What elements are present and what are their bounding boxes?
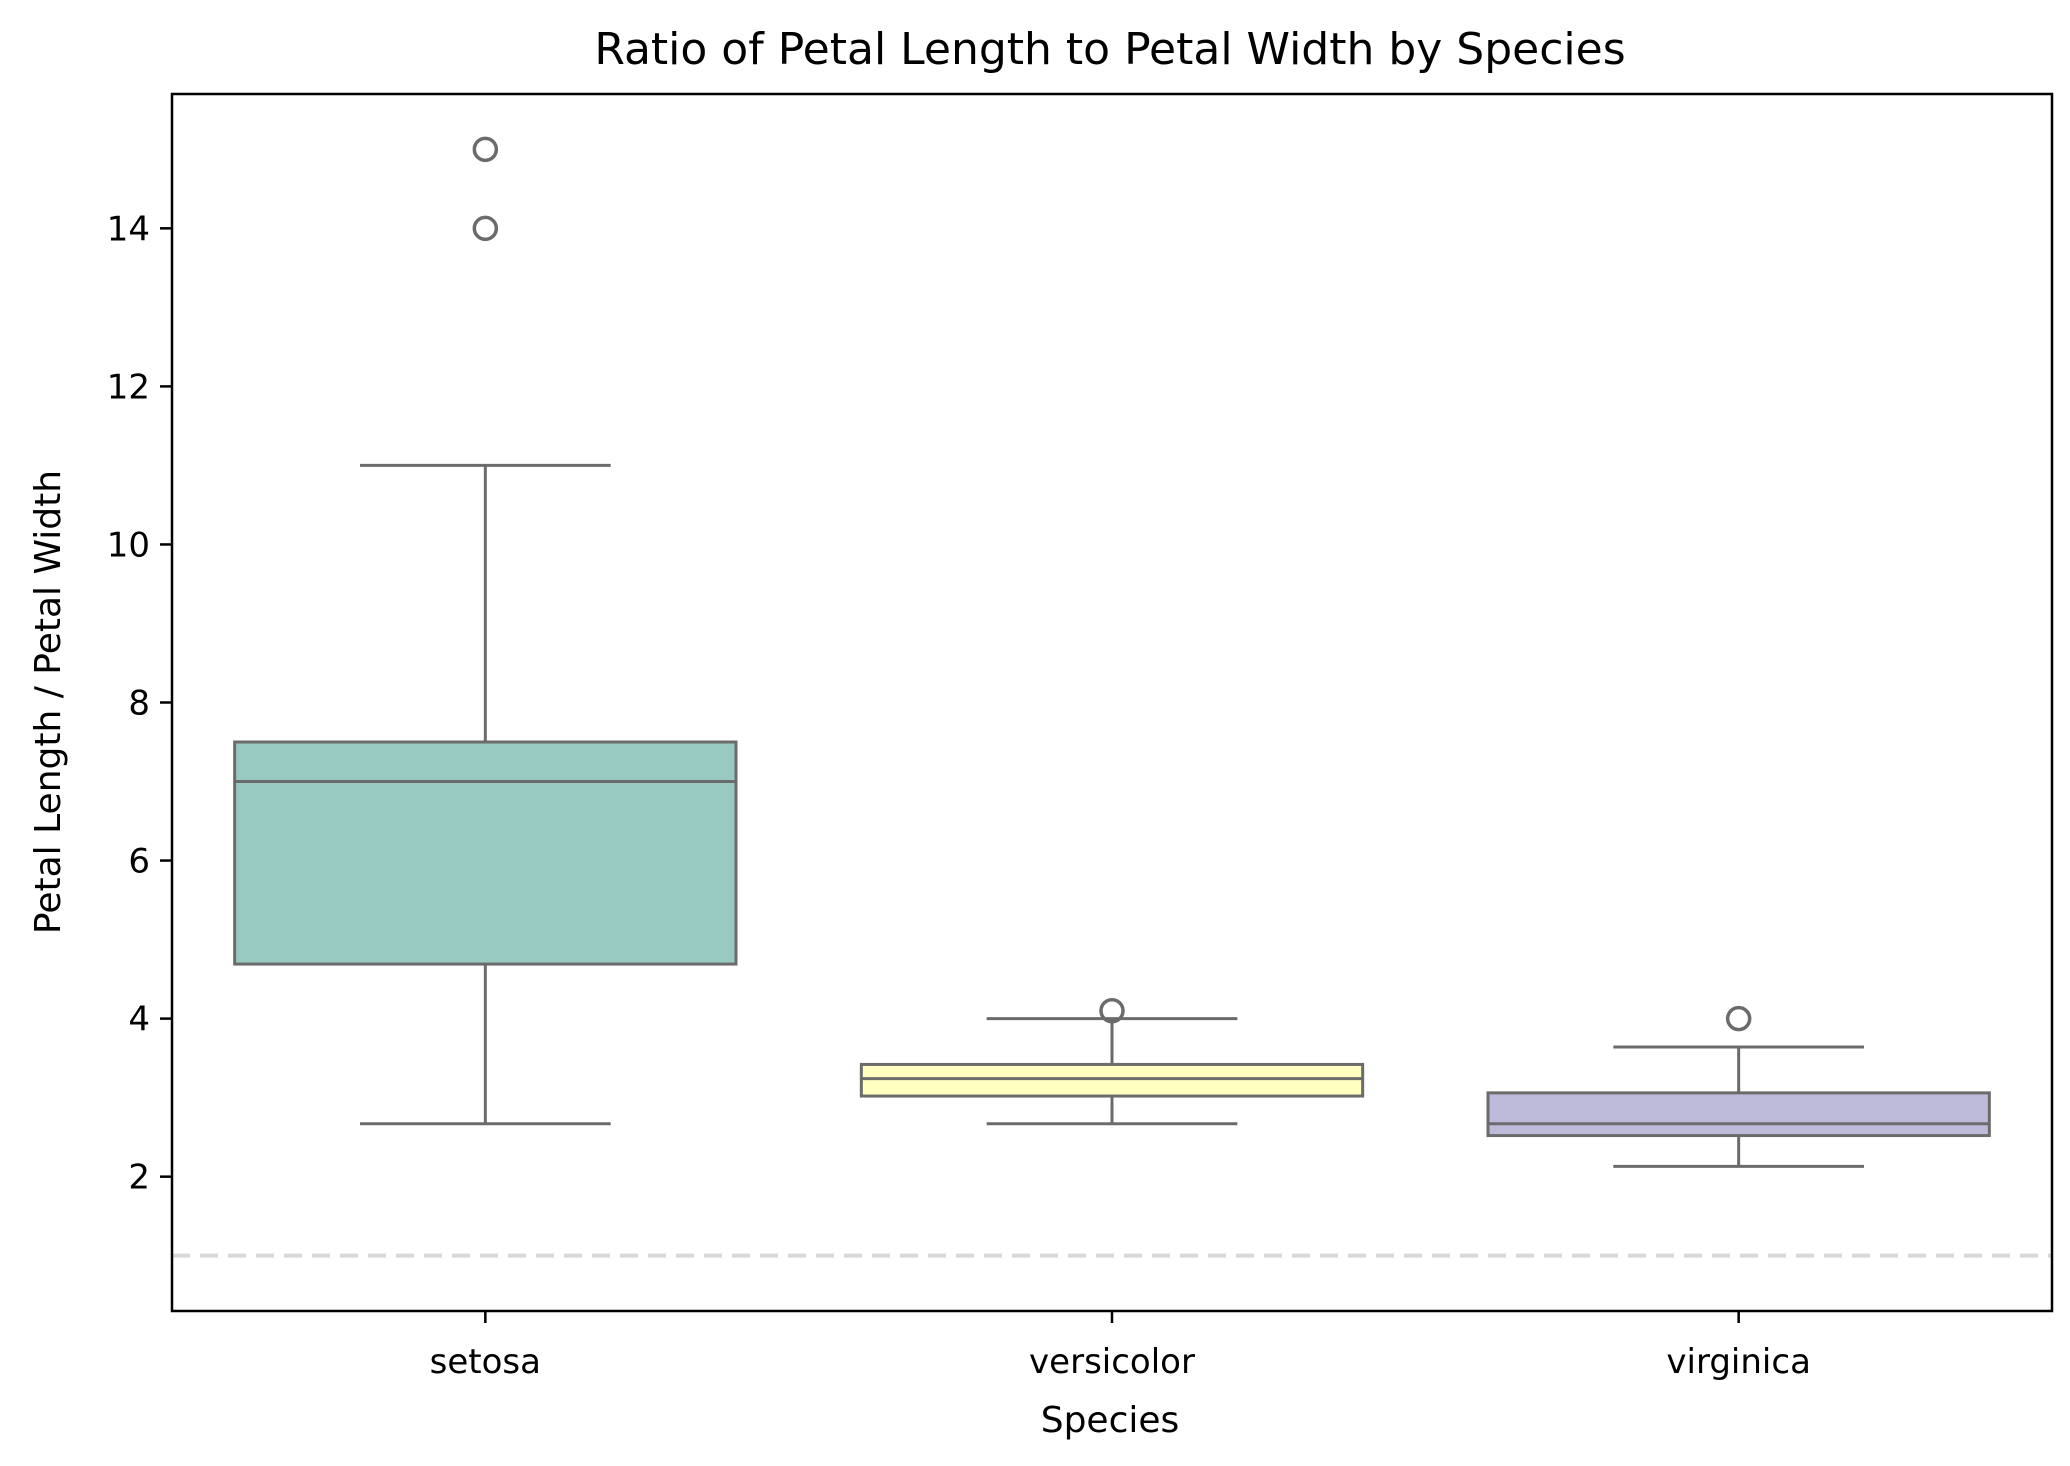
outlier-point [1725, 1005, 1752, 1032]
outlier-point [472, 136, 499, 163]
box-group-virginica [1486, 1005, 1991, 1168]
outlier-point [472, 215, 499, 242]
box-versicolor [859, 1062, 1365, 1098]
x-tick-label: setosa [430, 1342, 541, 1382]
y-tick-label: 10 [107, 525, 150, 565]
y-axis: 2 4 6 8 10 12 14 [107, 209, 172, 1198]
y-tick-label: 12 [107, 367, 150, 407]
x-tick-label: virginica [1666, 1342, 1811, 1382]
outlier-point [1099, 997, 1125, 1024]
y-tick-label: 8 [128, 684, 150, 724]
x-tick-label: versicolor [1029, 1342, 1195, 1382]
box-group-setosa [233, 136, 738, 1126]
chart-title: Ratio of Petal Length to Petal Width by … [594, 24, 1625, 75]
y-tick-label: 2 [128, 1158, 150, 1198]
box-virginica [1486, 1091, 1991, 1138]
y-axis-label: Petal Length / Petal Width [28, 470, 69, 934]
x-axis-label: Species [1041, 1400, 1180, 1441]
y-tick-label: 4 [128, 1000, 150, 1040]
box-setosa [233, 740, 738, 966]
plot-area [172, 136, 2052, 1258]
box-group-versicolor [859, 997, 1365, 1126]
x-axis: setosa versicolor virginica [430, 1311, 1811, 1382]
y-tick-label: 6 [128, 842, 150, 882]
y-tick-label: 14 [107, 209, 150, 249]
